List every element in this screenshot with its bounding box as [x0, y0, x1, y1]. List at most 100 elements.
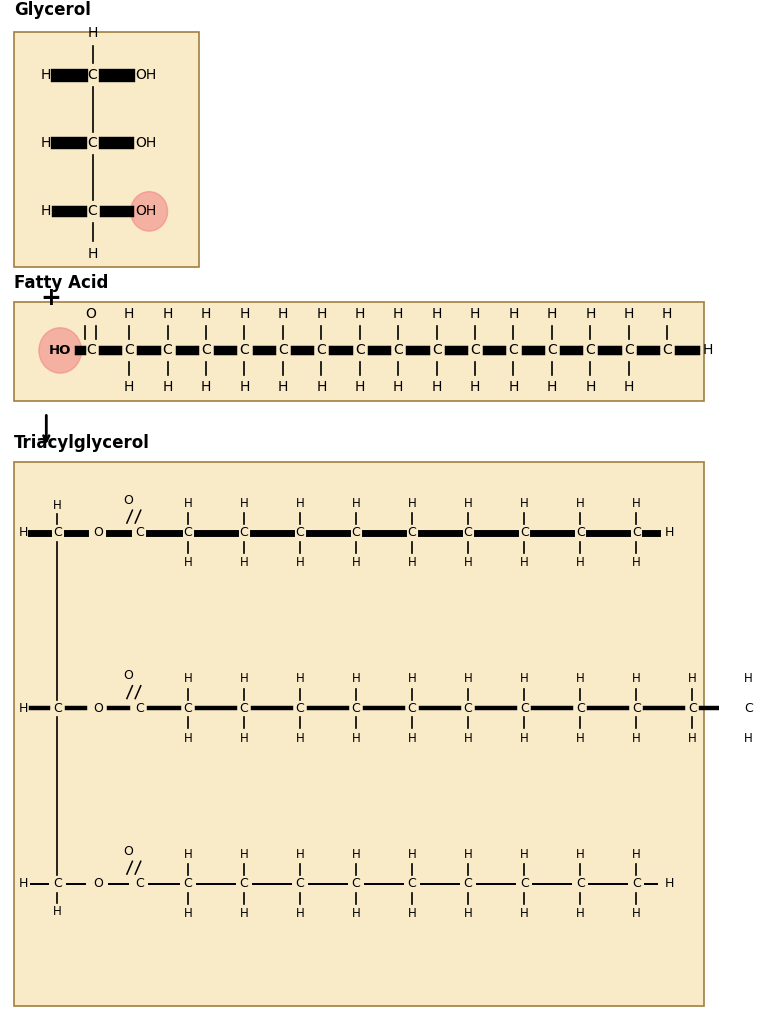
- Text: C: C: [576, 701, 584, 715]
- Text: C: C: [136, 701, 144, 715]
- Text: H: H: [19, 526, 28, 540]
- Text: H: H: [19, 878, 28, 891]
- Text: H: H: [662, 307, 673, 321]
- Text: H: H: [407, 907, 417, 920]
- Text: H: H: [407, 731, 417, 744]
- Text: H: H: [393, 307, 404, 321]
- Text: H: H: [464, 556, 473, 569]
- Text: C: C: [431, 343, 442, 357]
- Text: H: H: [632, 673, 640, 685]
- Circle shape: [130, 191, 168, 231]
- Text: H: H: [585, 307, 595, 321]
- Text: H: H: [703, 343, 713, 357]
- Text: O: O: [123, 845, 133, 858]
- Text: H: H: [53, 499, 62, 512]
- Text: C: C: [632, 878, 640, 891]
- Text: H: H: [464, 673, 473, 685]
- Text: C: C: [520, 526, 528, 540]
- Text: H: H: [464, 497, 473, 510]
- Text: H: H: [296, 731, 304, 744]
- Text: C: C: [508, 343, 518, 357]
- Text: C: C: [407, 878, 417, 891]
- Text: H: H: [520, 497, 528, 510]
- Text: H: H: [19, 701, 28, 715]
- Text: H: H: [393, 380, 404, 394]
- Text: O: O: [123, 670, 133, 682]
- Text: H: H: [464, 731, 473, 744]
- Text: H: H: [239, 380, 250, 394]
- Text: H: H: [184, 731, 192, 744]
- Text: H: H: [520, 673, 528, 685]
- Text: H: H: [184, 497, 192, 510]
- Text: H: H: [547, 307, 557, 321]
- Text: OH: OH: [136, 136, 157, 151]
- Text: C: C: [393, 343, 403, 357]
- Text: C: C: [407, 701, 417, 715]
- Text: C: C: [663, 343, 672, 357]
- Text: H: H: [201, 380, 211, 394]
- Text: O: O: [85, 307, 96, 321]
- Text: C: C: [240, 343, 249, 357]
- Text: H: H: [624, 380, 634, 394]
- Text: H: H: [296, 556, 304, 569]
- Text: H: H: [296, 848, 304, 861]
- Text: H: H: [407, 673, 417, 685]
- Text: C: C: [53, 878, 62, 891]
- Text: H: H: [278, 380, 288, 394]
- Text: H: H: [296, 907, 304, 920]
- Text: H: H: [576, 731, 584, 744]
- Text: C: C: [352, 526, 360, 540]
- Text: HO: HO: [49, 344, 71, 357]
- FancyBboxPatch shape: [14, 462, 704, 1007]
- Text: H: H: [585, 380, 595, 394]
- Text: H: H: [240, 731, 248, 744]
- Text: C: C: [184, 526, 192, 540]
- Text: H: H: [296, 673, 304, 685]
- Text: H: H: [632, 731, 640, 744]
- Text: Fatty Acid: Fatty Acid: [14, 274, 109, 292]
- Text: C: C: [407, 526, 417, 540]
- Text: H: H: [355, 380, 365, 394]
- Text: H: H: [407, 556, 417, 569]
- Text: C: C: [240, 526, 248, 540]
- Text: C: C: [520, 701, 528, 715]
- Text: H: H: [41, 205, 51, 218]
- Text: H: H: [162, 307, 173, 321]
- Text: C: C: [240, 701, 248, 715]
- Text: C: C: [88, 69, 98, 82]
- Text: H: H: [632, 556, 640, 569]
- FancyBboxPatch shape: [14, 32, 199, 266]
- Text: H: H: [688, 731, 697, 744]
- Text: C: C: [470, 343, 480, 357]
- Text: H: H: [624, 307, 634, 321]
- Text: H: H: [124, 307, 134, 321]
- Text: H: H: [41, 136, 51, 151]
- Text: H: H: [520, 907, 528, 920]
- Text: C: C: [201, 343, 211, 357]
- Text: H: H: [520, 848, 528, 861]
- Text: C: C: [163, 343, 172, 357]
- Text: +: +: [40, 286, 61, 310]
- Text: C: C: [624, 343, 634, 357]
- Text: C: C: [520, 878, 528, 891]
- Text: H: H: [407, 497, 417, 510]
- Text: H: H: [240, 848, 248, 861]
- Text: H: H: [239, 307, 250, 321]
- Text: H: H: [184, 907, 192, 920]
- Text: H: H: [576, 848, 584, 861]
- Text: H: H: [184, 673, 192, 685]
- Text: H: H: [278, 307, 288, 321]
- Text: C: C: [53, 701, 62, 715]
- Text: Triacylglycerol: Triacylglycerol: [14, 434, 150, 452]
- Text: H: H: [688, 673, 697, 685]
- Text: O: O: [93, 526, 103, 540]
- Text: H: H: [665, 878, 674, 891]
- Text: C: C: [88, 205, 98, 218]
- Text: C: C: [632, 701, 640, 715]
- Text: H: H: [124, 380, 134, 394]
- Text: H: H: [407, 848, 417, 861]
- Text: H: H: [576, 556, 584, 569]
- Text: C: C: [136, 878, 144, 891]
- Text: C: C: [296, 878, 304, 891]
- Text: H: H: [431, 380, 442, 394]
